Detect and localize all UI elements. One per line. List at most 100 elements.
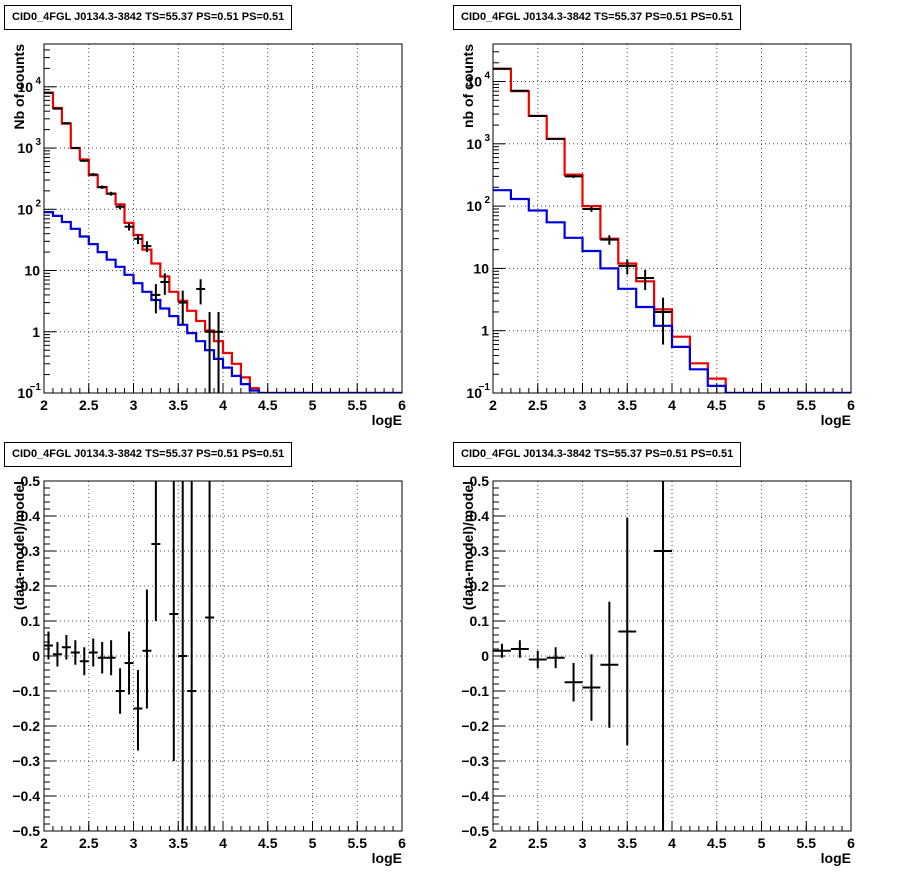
- series-step-1: [44, 91, 402, 393]
- data-point: [546, 137, 565, 140]
- y-tick-label: 0.5: [21, 473, 41, 489]
- chart-title: CID0_4FGL J0134.3-3842 TS=55.37 PS=0.51 …: [4, 442, 293, 467]
- x-tick-label: 5.5: [348, 835, 368, 851]
- data-point: [528, 650, 547, 669]
- data-point: [70, 147, 80, 150]
- y-tick-label: −0.1: [461, 683, 489, 699]
- x-tick-label: 5: [758, 397, 766, 413]
- x-tick-label: 2: [489, 835, 497, 851]
- data-point: [564, 663, 583, 702]
- data-point: [124, 631, 134, 695]
- data-point: [636, 269, 655, 291]
- data-point: [510, 640, 529, 658]
- y-tick-label: 10: [17, 201, 33, 217]
- x-tick-label: 4.5: [258, 835, 278, 851]
- data-point: [169, 481, 179, 761]
- x-tick-label: 6: [398, 835, 406, 851]
- y-tick-exponent: 4: [484, 71, 490, 82]
- x-tick-label: 4: [219, 835, 227, 851]
- y-tick-label: −0.2: [461, 718, 489, 734]
- data-point: [654, 297, 672, 345]
- x-tick-label: 2.5: [528, 835, 548, 851]
- data-point: [618, 259, 637, 275]
- data-point: [618, 517, 637, 746]
- y-tick-label: 10: [17, 385, 33, 401]
- plot-frame: [43, 43, 403, 394]
- x-tick-label: 2: [40, 397, 48, 413]
- x-tick-label: 4: [668, 835, 676, 851]
- x-tick-label: 4: [219, 397, 227, 413]
- y-tick-exponent: −1: [479, 382, 491, 393]
- x-axis-label: logE: [372, 412, 402, 428]
- x-tick-label: 2: [40, 835, 48, 851]
- y-tick-label: 0.3: [21, 543, 41, 559]
- y-tick-label: −0.1: [12, 683, 40, 699]
- y-tick-label: 0.3: [470, 543, 490, 559]
- data-point: [79, 647, 89, 676]
- chart-title: CID0_4FGL J0134.3-3842 TS=55.37 PS=0.51 …: [453, 5, 742, 30]
- y-tick-label: 0: [481, 648, 489, 664]
- x-tick-label: 3: [130, 835, 138, 851]
- y-tick-exponent: 2: [484, 195, 490, 206]
- data-point: [187, 481, 197, 831]
- x-tick-label: 5: [309, 397, 317, 413]
- data-point: [52, 642, 62, 667]
- x-tick-label: 5.5: [797, 397, 817, 413]
- chart-title: CID0_4FGL J0134.3-3842 TS=55.37 PS=0.51 …: [4, 5, 293, 30]
- data-point: [178, 481, 188, 831]
- chart-panel-4: 2 2.5 3 3.5 4 4.5 5 5.5 6 −0.5 −0.4 −0.3 −0.2 −0.1 0 0.…: [460, 473, 855, 866]
- data-point: [44, 91, 53, 94]
- x-tick-label: 2.5: [528, 397, 548, 413]
- data-point: [528, 114, 547, 117]
- y-axis-label: (data-model)/model: [11, 481, 27, 610]
- y-tick-label: 10: [17, 79, 33, 95]
- y-tick-label: 1: [32, 324, 40, 340]
- data-point: [600, 235, 619, 245]
- x-tick-label: 5: [309, 835, 317, 851]
- y-tick-label: −0.2: [12, 718, 40, 734]
- y-tick-label: 10: [24, 263, 40, 279]
- data-point: [106, 640, 116, 676]
- data-point: [52, 107, 62, 110]
- data-point: [124, 223, 134, 231]
- data-point: [97, 185, 107, 189]
- y-tick-label: 0.2: [470, 578, 490, 594]
- x-tick-label: 6: [847, 397, 855, 413]
- x-tick-label: 3.5: [618, 397, 638, 413]
- data-point: [160, 273, 170, 295]
- y-tick-label: −0.4: [461, 788, 489, 804]
- x-axis-label: logE: [821, 412, 851, 428]
- data-point: [115, 668, 125, 714]
- y-tick-exponent: 3: [35, 137, 41, 148]
- y-tick-label: 0.2: [21, 578, 41, 594]
- y-tick-label: 0: [32, 648, 40, 664]
- data-point: [106, 191, 116, 196]
- data-point: [88, 638, 98, 667]
- x-tick-label: 3: [579, 397, 587, 413]
- y-tick-label: −0.5: [461, 823, 489, 839]
- data-point: [205, 312, 215, 393]
- data-point: [510, 89, 529, 92]
- data-point: [88, 173, 98, 176]
- x-tick-label: 5: [758, 835, 766, 851]
- y-tick-label: −0.3: [461, 753, 489, 769]
- data-point: [214, 312, 223, 393]
- data-point: [142, 589, 152, 709]
- y-tick-label: 10: [17, 140, 33, 156]
- x-tick-label: 3.5: [169, 835, 189, 851]
- y-tick-label: 0.1: [470, 613, 490, 629]
- y-tick-label: 10: [473, 260, 489, 276]
- x-tick-label: 6: [847, 835, 855, 851]
- x-tick-label: 4: [668, 397, 676, 413]
- y-tick-label: 0.5: [470, 473, 490, 489]
- y-tick-exponent: 2: [35, 198, 41, 209]
- x-tick-label: 3: [130, 397, 138, 413]
- x-axis-label: logE: [372, 850, 402, 866]
- x-tick-label: 3.5: [169, 397, 189, 413]
- data-point: [70, 640, 80, 665]
- x-tick-label: 3: [579, 835, 587, 851]
- x-tick-label: 3.5: [618, 835, 638, 851]
- x-tick-label: 5.5: [797, 835, 817, 851]
